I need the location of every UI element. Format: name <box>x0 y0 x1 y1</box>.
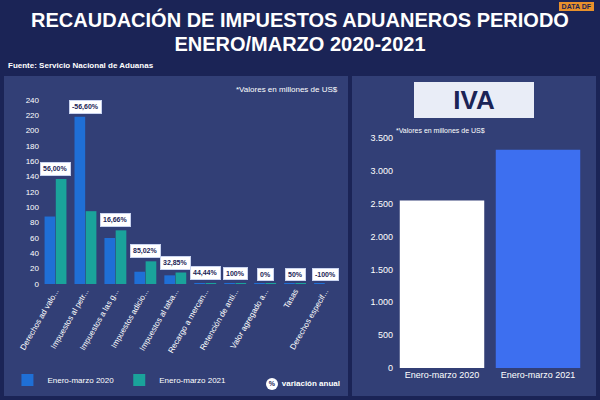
svg-text:Enero-marzo 2020: Enero-marzo 2020 <box>405 370 480 380</box>
svg-text:Tasas: Tasas <box>282 288 300 311</box>
svg-text:3.500: 3.500 <box>370 133 393 143</box>
svg-text:200: 200 <box>26 126 40 135</box>
svg-text:1.000: 1.000 <box>370 297 393 307</box>
svg-text:500: 500 <box>378 330 393 340</box>
svg-text:3.000: 3.000 <box>370 166 393 176</box>
svg-text:80: 80 <box>30 218 39 227</box>
svg-text:44,44%: 44,44% <box>193 269 218 277</box>
svg-text:Enero-marzo 2021: Enero-marzo 2021 <box>159 376 226 385</box>
svg-text:60: 60 <box>30 234 39 243</box>
svg-text:100%: 100% <box>226 270 245 277</box>
svg-text:0: 0 <box>35 280 40 289</box>
svg-text:56,00%: 56,00% <box>43 165 68 173</box>
svg-text:180: 180 <box>26 142 40 151</box>
html-text:RECAUDACIÓN DE IMPUESTOS ADUAN: RECAUDACIÓN DE IMPUESTOS ADUANEROS PERIO… <box>31 9 569 55</box>
svg-text:1.500: 1.500 <box>370 265 393 275</box>
svg-text:85,02%: 85,02% <box>133 247 158 255</box>
html-text:DATA DF: DATA DF <box>561 3 591 10</box>
svg-text:50%: 50% <box>288 271 303 278</box>
svg-text:*Valores en millones de US$: *Valores en millones de US$ <box>236 85 338 94</box>
html-text:IVA: IVA <box>453 85 495 115</box>
svg-text:120: 120 <box>26 188 40 197</box>
svg-text:32,85%: 32,85% <box>163 259 188 267</box>
svg-text:16,66%: 16,66% <box>103 216 128 224</box>
svg-text:Derechos ad valo...: Derechos ad valo... <box>18 288 60 352</box>
svg-text:2.000: 2.000 <box>370 232 393 242</box>
svg-text:Recargo a mercan...: Recargo a mercan... <box>166 288 210 355</box>
svg-text:-56,60%: -56,60% <box>72 103 99 111</box>
svg-text:Valor agregado a...: Valor agregado a... <box>229 288 271 351</box>
svg-text:Impuestos al taba...: Impuestos al taba... <box>138 288 181 353</box>
svg-text:20: 20 <box>30 264 39 273</box>
svg-text:Impuestos a las g...: Impuestos a las g... <box>78 288 120 353</box>
svg-text:Enero-marzo 2021: Enero-marzo 2021 <box>501 370 576 380</box>
svg-text:0: 0 <box>388 363 393 373</box>
svg-text:Impuestos adicio...: Impuestos adicio... <box>109 288 150 350</box>
svg-text:140: 140 <box>26 172 40 181</box>
svg-text:100: 100 <box>26 203 40 212</box>
svg-text:Retención de anti...: Retención de anti... <box>198 288 240 352</box>
svg-text:220: 220 <box>26 111 40 120</box>
html-text:variación anual: variación anual <box>281 379 340 388</box>
svg-text:0%: 0% <box>260 271 271 278</box>
svg-text:160: 160 <box>26 157 40 166</box>
svg-text:Derechos especif...: Derechos especif... <box>288 288 330 352</box>
svg-text:40: 40 <box>30 249 39 258</box>
svg-text:Impuestos al petr...: Impuestos al petr... <box>49 288 91 351</box>
svg-text:*Valores en millones de US$: *Valores en millones de US$ <box>396 127 485 134</box>
html-text:Fuente: Servicio Nacional de A: Fuente: Servicio Nacional de Aduanas <box>8 61 154 70</box>
svg-text:240: 240 <box>26 96 40 105</box>
svg-text:Enero-marzo 2020: Enero-marzo 2020 <box>47 376 114 385</box>
svg-text:2.500: 2.500 <box>370 199 393 209</box>
svg-text:-100%: -100% <box>315 271 336 278</box>
